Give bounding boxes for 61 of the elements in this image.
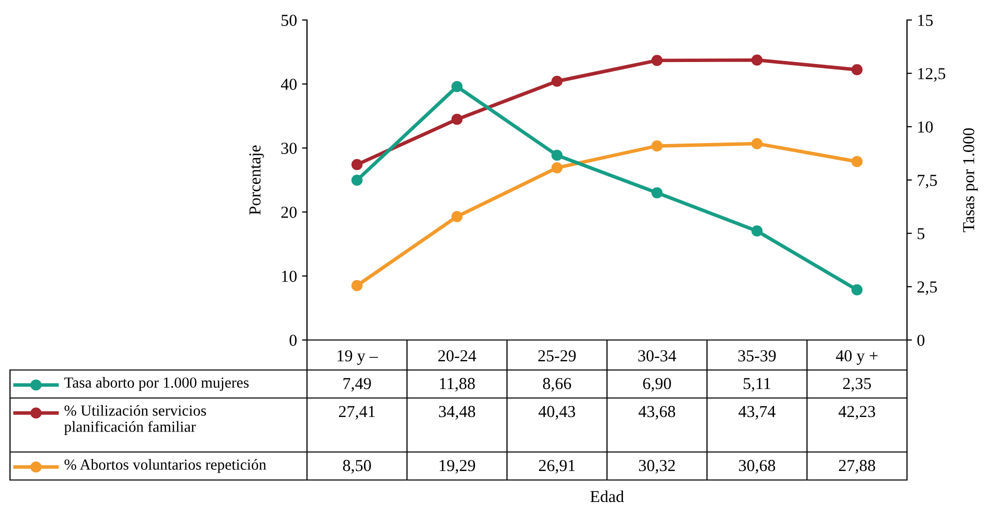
legend-label: % Utilización servicios planificación familiar — [64, 404, 206, 436]
y-tick-label: 20 — [281, 206, 297, 218]
x-tick-label: 19 y – — [338, 350, 378, 365]
point — [851, 64, 863, 76]
point — [551, 150, 563, 161]
data-label: 43,74 — [738, 406, 776, 420]
data-label: 34,48 — [439, 406, 476, 420]
point — [451, 81, 463, 92]
point — [751, 138, 763, 150]
point — [351, 174, 363, 186]
y2-tick-label: 7,5 — [918, 174, 937, 188]
data-label: 30,32 — [639, 460, 675, 474]
data-label: 11,88 — [440, 378, 475, 392]
point — [851, 156, 863, 168]
legend-label: Tasa aborto por 1.000 mujeres — [64, 377, 249, 391]
y-tick-label: 50 — [282, 14, 297, 26]
y-tick-label: 30 — [281, 142, 297, 154]
y2-tick-label: 15 — [918, 14, 933, 26]
y-axis-title: Porcentaje — [249, 145, 264, 215]
legend-label: % Abortos voluntarios repetición — [64, 459, 266, 473]
y-tick-label: 40 — [280, 78, 297, 90]
data-label: 7,49 — [344, 378, 371, 392]
point — [451, 210, 463, 222]
data-label: 42,23 — [838, 406, 876, 420]
y-tick-label: 10 — [282, 270, 297, 282]
data-label: 2,35 — [843, 378, 871, 392]
point — [651, 187, 663, 198]
data-label: 6,90 — [643, 378, 671, 392]
point — [351, 159, 363, 170]
x-tick-label: 35-39 — [738, 350, 776, 362]
x-tick-label: 20-24 — [438, 350, 476, 362]
point — [551, 76, 563, 87]
point — [851, 284, 863, 296]
point — [351, 280, 363, 292]
y2-axis-title: Tasas por 1.000 — [963, 128, 978, 232]
point — [551, 162, 563, 174]
data-label: 8,50 — [343, 460, 371, 474]
data-label: 8,66 — [543, 378, 572, 392]
data-label: 27,41 — [338, 406, 375, 420]
data-label: 40,43 — [538, 406, 576, 420]
data-label: 30,68 — [739, 460, 776, 474]
point — [451, 114, 463, 125]
data-label: 43,68 — [638, 406, 676, 420]
point — [651, 140, 663, 152]
data-label: 26,91 — [538, 460, 575, 474]
point — [751, 54, 763, 66]
x-tick-label: 40 y + — [836, 350, 878, 365]
data-label: 27,88 — [838, 460, 876, 474]
data-label: 19,29 — [440, 460, 476, 474]
point — [751, 225, 763, 237]
y2-tick-label: 10 — [918, 121, 933, 133]
x-tick-label: 30-34 — [638, 350, 676, 362]
text: Edad — [590, 490, 624, 502]
y2-tick-label: 0 — [917, 334, 924, 346]
y2-tick-label: 5 — [918, 228, 924, 240]
point — [651, 54, 663, 66]
x-tick-label: 25-29 — [538, 350, 576, 362]
data-label: 5,11 — [744, 378, 770, 392]
y2-tick-label: 12,5 — [918, 68, 946, 82]
y2-tick-label: 2,5 — [917, 281, 937, 296]
y-tick-label: 0 — [290, 334, 297, 346]
